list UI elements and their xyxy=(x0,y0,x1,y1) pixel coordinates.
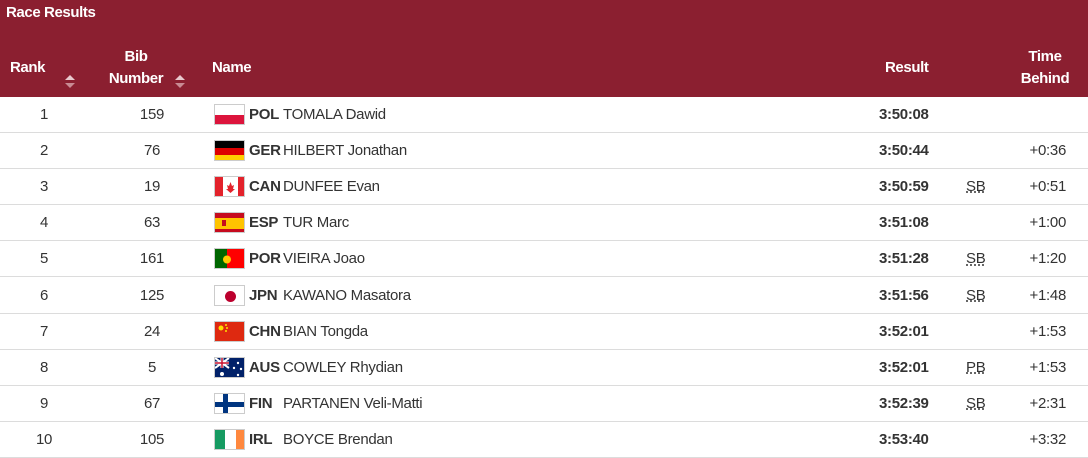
flag xyxy=(214,356,245,378)
athlete-name[interactable]: HILBERT Jonathan xyxy=(283,142,407,160)
result-row: 9 67 FIN PARTANEN Veli-Matti 3:52:39 SB +2:31 xyxy=(0,386,1088,422)
result-row: 2 76 GER HILBERT Jonathan 3:50:44 +0:36 xyxy=(0,133,1088,170)
flag xyxy=(214,176,245,198)
rank-header[interactable]: Rank xyxy=(10,59,46,76)
flag xyxy=(214,392,245,414)
rank: 2 xyxy=(39,142,49,160)
time-behind: +1:00 xyxy=(1029,214,1067,232)
bib: 19 xyxy=(143,178,161,196)
result: 3:51:28 xyxy=(879,250,929,268)
country-code: FIN xyxy=(249,394,273,412)
record-note: SB xyxy=(966,178,986,196)
result-row: 1 159 POL TOMALA Dawid 3:50:08 xyxy=(0,97,1088,133)
rank: 4 xyxy=(39,214,49,232)
athlete-name[interactable]: DUNFEE Evan xyxy=(283,178,380,196)
result: 3:50:59 xyxy=(879,178,929,196)
result-row: 4 63 ESP TUR Marc 3:51:08 +1:00 xyxy=(0,205,1088,242)
flag xyxy=(214,320,245,342)
time-behind: +1:53 xyxy=(1029,322,1067,340)
rank: 5 xyxy=(39,250,49,268)
result: 3:50:08 xyxy=(879,106,929,123)
bib: 63 xyxy=(143,214,161,232)
flag xyxy=(214,212,245,234)
table-header: Race Results Rank Bib Number Name Result… xyxy=(0,0,1088,97)
athlete-name[interactable]: VIEIRA Joao xyxy=(283,250,365,268)
flag xyxy=(214,140,245,162)
bib: 67 xyxy=(143,394,161,412)
rank: 7 xyxy=(39,322,49,340)
result-row: 10 105 IRL BOYCE Brendan 3:53:40 +3:32 xyxy=(0,422,1088,458)
result-row: 7 24 CHN BIAN Tongda 3:52:01 +1:53 xyxy=(0,314,1088,350)
record-note: SB xyxy=(966,286,986,304)
athlete-name[interactable]: PARTANEN Veli-Matti xyxy=(283,394,423,412)
country-code: ESP xyxy=(249,214,279,232)
athlete-name[interactable]: TOMALA Dawid xyxy=(283,106,386,123)
country-code: POR xyxy=(249,250,281,268)
athlete-name[interactable]: BIAN Tongda xyxy=(283,322,368,340)
title: Race Results xyxy=(6,4,96,21)
result-header: Result xyxy=(885,59,929,76)
flag xyxy=(214,248,245,270)
result-row: 8 5 AUS COWLEY Rhydian 3:52:01 PB +1:53 xyxy=(0,350,1088,386)
result: 3:50:44 xyxy=(879,142,929,160)
result-row: 3 19 CAN DUNFEE Evan 3:50:59 SB +0:51 xyxy=(0,169,1088,206)
bib: 76 xyxy=(143,142,161,160)
result-row: 5 161 POR VIEIRA Joao 3:51:28 SB +1:20 xyxy=(0,241,1088,278)
bib: 105 xyxy=(139,430,165,448)
result-row: 6 125 JPN KAWANO Masatora 3:51:56 SB +1:48 xyxy=(0,278,1088,314)
record-note: SB xyxy=(966,394,986,412)
result: 3:51:08 xyxy=(879,214,929,232)
bib: 5 xyxy=(147,358,157,376)
country-code: JPN xyxy=(249,286,278,304)
country-code: AUS xyxy=(249,358,280,376)
rank: 1 xyxy=(39,106,49,123)
name-header: Name xyxy=(212,59,252,76)
rank: 8 xyxy=(39,358,49,376)
country-code: POL xyxy=(249,106,279,123)
time-behind: +0:51 xyxy=(1029,178,1067,196)
result: 3:52:01 xyxy=(879,358,929,376)
country-code: GER xyxy=(249,142,281,160)
time-behind: +1:20 xyxy=(1029,250,1067,268)
result: 3:53:40 xyxy=(879,430,929,448)
country-code: CHN xyxy=(249,322,281,340)
rank: 9 xyxy=(39,394,49,412)
flag xyxy=(214,104,245,125)
athlete-name[interactable]: TUR Marc xyxy=(283,214,349,232)
rank: 10 xyxy=(35,430,53,448)
rank: 6 xyxy=(39,286,49,304)
result: 3:51:56 xyxy=(879,286,929,304)
bib: 161 xyxy=(139,250,165,268)
time-behind: +0:36 xyxy=(1029,142,1067,160)
rank: 3 xyxy=(39,178,49,196)
time-behind: +1:53 xyxy=(1029,358,1067,376)
athlete-name[interactable]: BOYCE Brendan xyxy=(283,430,393,448)
flag xyxy=(214,284,245,306)
country-code: IRL xyxy=(249,430,273,448)
time-behind: +3:32 xyxy=(1029,430,1067,448)
bib: 125 xyxy=(139,286,165,304)
record-note: PB xyxy=(966,358,986,376)
record-note: SB xyxy=(966,250,986,268)
bib: 24 xyxy=(143,322,161,340)
bib: 159 xyxy=(139,106,165,123)
behind-header: Time Behind xyxy=(1020,48,1070,87)
result: 3:52:39 xyxy=(879,394,929,412)
time-behind: +2:31 xyxy=(1029,394,1067,412)
country-code: CAN xyxy=(249,178,281,196)
bib-header[interactable]: Bib Number xyxy=(108,48,164,87)
flag xyxy=(214,428,245,450)
athlete-name[interactable]: KAWANO Masatora xyxy=(283,286,411,304)
time-behind: +1:48 xyxy=(1029,286,1067,304)
athlete-name[interactable]: COWLEY Rhydian xyxy=(283,358,403,376)
result: 3:52:01 xyxy=(879,322,929,340)
